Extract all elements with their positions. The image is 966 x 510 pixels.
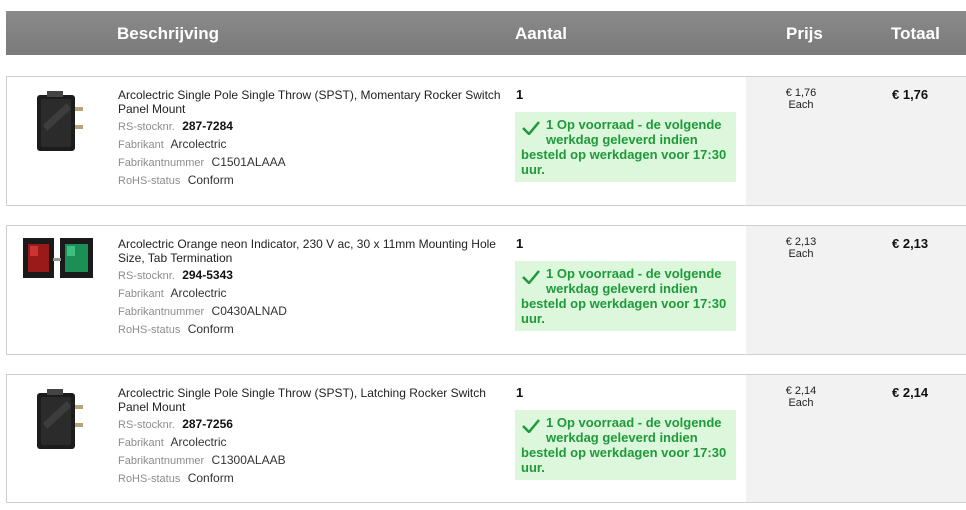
manufacturer-value: Arcolectric bbox=[170, 435, 227, 449]
rocker-switch-icon[interactable] bbox=[23, 383, 93, 453]
rohs-label: RoHS-status bbox=[118, 324, 181, 336]
unit-price-value: € 2,13 bbox=[785, 236, 817, 248]
quantity-value[interactable]: 1 bbox=[516, 87, 524, 102]
product-description[interactable]: Arcolectric Single Pole Single Throw (SP… bbox=[118, 386, 486, 414]
neon-indicator-icon[interactable] bbox=[23, 236, 93, 306]
product-description[interactable]: Arcolectric Orange neon Indicator, 230 V… bbox=[118, 237, 496, 265]
rs-stock-line: RS-stocknr. 287-7256 bbox=[118, 417, 233, 431]
part-number-line: Fabrikantnummer C0430ALNAD bbox=[118, 304, 287, 318]
rohs-label: RoHS-status bbox=[118, 473, 181, 485]
unit-price-value: € 1,76 bbox=[785, 87, 817, 99]
rs-stock-label: RS-stocknr. bbox=[118, 419, 175, 431]
table-row: Arcolectric Orange neon Indicator, 230 V… bbox=[6, 225, 966, 355]
top-strip bbox=[0, 0, 966, 11]
manufacturer-line: Fabrikant Arcolectric bbox=[118, 137, 227, 151]
manufacturer-line: Fabrikant Arcolectric bbox=[118, 286, 227, 300]
rocker-switch-icon[interactable] bbox=[23, 85, 93, 155]
header-description: Beschrijving bbox=[117, 24, 220, 43]
unit-price-value: € 2,14 bbox=[785, 385, 817, 397]
stock-text-line2: besteld op werkdagen voor 17:30 uur. bbox=[521, 296, 727, 326]
rs-stock-number: 287-7256 bbox=[182, 417, 233, 431]
manufacturer-label: Fabrikant bbox=[118, 139, 164, 151]
quantity-value[interactable]: 1 bbox=[516, 236, 524, 251]
stock-text-line2: besteld op werkdagen voor 17:30 uur. bbox=[521, 147, 727, 177]
line-total: € 2,14 bbox=[892, 385, 929, 400]
price-column bbox=[746, 77, 966, 205]
header-quantity: Aantal bbox=[515, 24, 567, 43]
rs-stock-line: RS-stocknr. 287-7284 bbox=[118, 119, 233, 133]
rohs-line: RoHS-status Conform bbox=[118, 173, 234, 187]
manufacturer-label: Fabrikant bbox=[118, 288, 164, 300]
quantity-value[interactable]: 1 bbox=[516, 385, 524, 400]
stock-status: 1 Op voorraad - de volgende werkdag gele… bbox=[515, 112, 736, 182]
rs-stock-number: 287-7284 bbox=[182, 119, 233, 133]
line-total: € 2,13 bbox=[892, 236, 929, 251]
rohs-line: RoHS-status Conform bbox=[118, 322, 234, 336]
product-description[interactable]: Arcolectric Single Pole Single Throw (SP… bbox=[118, 88, 501, 116]
part-number-line: Fabrikantnummer C1501ALAAA bbox=[118, 155, 286, 169]
rohs-value: Conform bbox=[187, 173, 234, 187]
rohs-value: Conform bbox=[187, 322, 234, 336]
part-number-label: Fabrikantnummer bbox=[118, 306, 205, 318]
rohs-label: RoHS-status bbox=[118, 175, 181, 187]
stock-text-line1: 1 Op voorraad - de volgende werkdag gele… bbox=[546, 117, 722, 147]
unit-label: Each bbox=[788, 248, 814, 260]
table-header: Beschrijving Aantal Prijs Totaal bbox=[6, 11, 966, 55]
manufacturer-line: Fabrikant Arcolectric bbox=[118, 435, 227, 449]
header-price: Prijs bbox=[786, 24, 823, 43]
rohs-line: RoHS-status Conform bbox=[118, 471, 234, 485]
unit-price: € 1,76 Each bbox=[746, 87, 856, 111]
part-number-value: C1501ALAAA bbox=[211, 155, 286, 169]
part-number-line: Fabrikantnummer C1300ALAAB bbox=[118, 453, 286, 467]
rohs-value: Conform bbox=[187, 471, 234, 485]
price-column bbox=[746, 226, 966, 354]
manufacturer-value: Arcolectric bbox=[170, 137, 227, 151]
rs-stock-label: RS-stocknr. bbox=[118, 121, 175, 133]
part-number-label: Fabrikantnummer bbox=[118, 157, 205, 169]
stock-text-line1: 1 Op voorraad - de volgende werkdag gele… bbox=[546, 415, 722, 445]
manufacturer-label: Fabrikant bbox=[118, 437, 164, 449]
line-total: € 1,76 bbox=[892, 87, 929, 102]
unit-price: € 2,14 Each bbox=[746, 385, 856, 409]
stock-text-line1: 1 Op voorraad - de volgende werkdag gele… bbox=[546, 266, 722, 296]
table-row: Arcolectric Single Pole Single Throw (SP… bbox=[6, 374, 966, 503]
check-icon bbox=[522, 419, 540, 433]
stock-status: 1 Op voorraad - de volgende werkdag gele… bbox=[515, 261, 736, 331]
header-total: Totaal bbox=[891, 24, 940, 43]
rs-stock-number: 294-5343 bbox=[182, 268, 233, 282]
check-icon bbox=[522, 270, 540, 284]
stock-text-line2: besteld op werkdagen voor 17:30 uur. bbox=[521, 445, 727, 475]
part-number-value: C0430ALNAD bbox=[211, 304, 287, 318]
check-icon bbox=[522, 121, 540, 135]
table-row: Arcolectric Single Pole Single Throw (SP… bbox=[6, 76, 966, 206]
rs-stock-line: RS-stocknr. 294-5343 bbox=[118, 268, 233, 282]
part-number-value: C1300ALAAB bbox=[211, 453, 286, 467]
part-number-label: Fabrikantnummer bbox=[118, 455, 205, 467]
rs-stock-label: RS-stocknr. bbox=[118, 270, 175, 282]
unit-label: Each bbox=[788, 99, 814, 111]
stock-status: 1 Op voorraad - de volgende werkdag gele… bbox=[515, 410, 736, 480]
manufacturer-value: Arcolectric bbox=[170, 286, 227, 300]
price-column bbox=[746, 375, 966, 502]
unit-label: Each bbox=[788, 397, 814, 409]
unit-price: € 2,13 Each bbox=[746, 236, 856, 260]
